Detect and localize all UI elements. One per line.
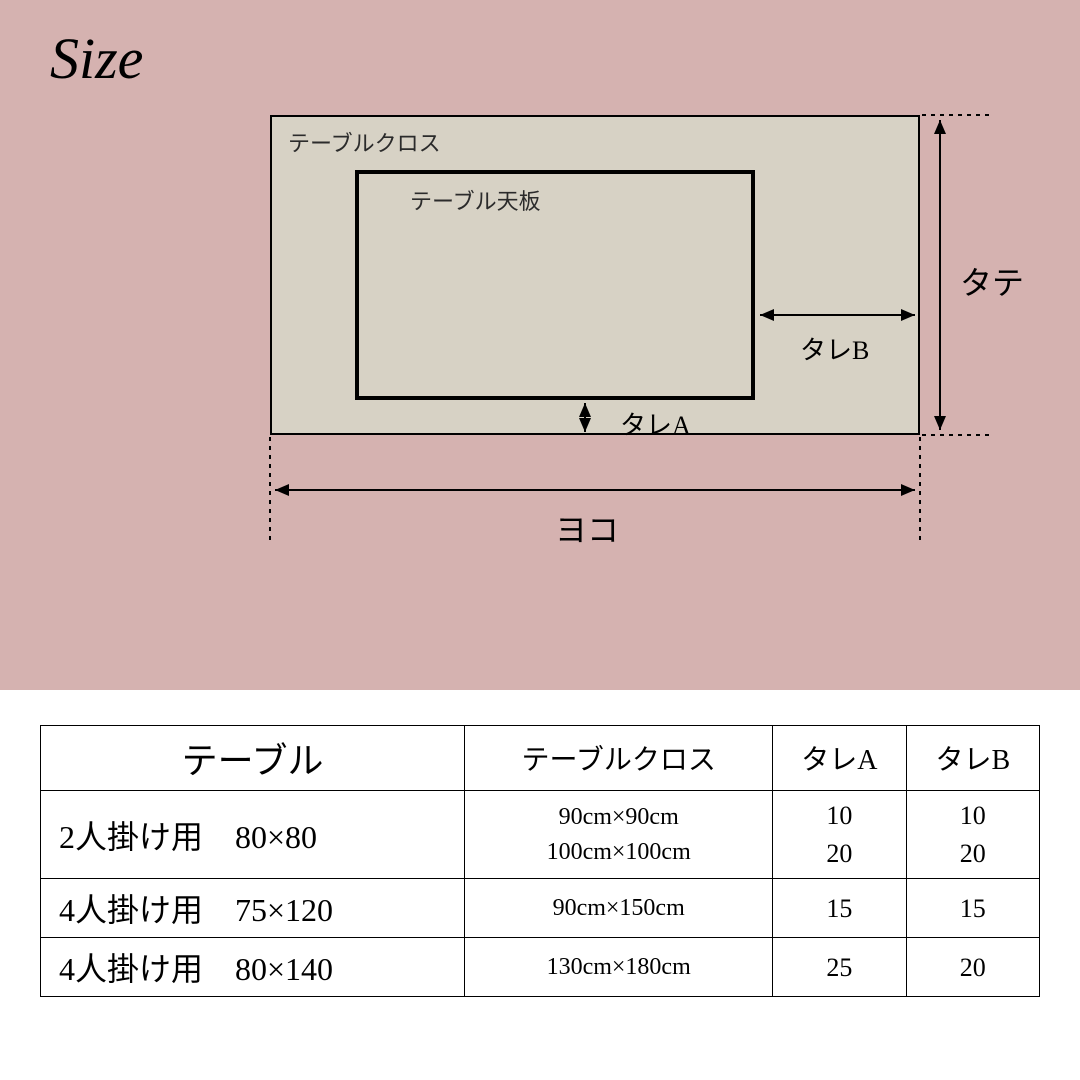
table-header-row: テーブル テーブルクロス タレA タレB bbox=[41, 726, 1040, 791]
cell: 4人掛け用 80×140 bbox=[41, 938, 465, 997]
yoko-label: ヨコ bbox=[555, 505, 619, 551]
size-table: テーブル テーブルクロス タレA タレB 2人掛け用 80×8090cm×90c… bbox=[40, 725, 1040, 997]
tate-label: タテ bbox=[960, 258, 1024, 304]
col-tare-a: タレA bbox=[773, 726, 906, 791]
cell: 20 bbox=[906, 938, 1039, 997]
diagram-panel: Size テーブルクロス テーブル天板 タテ ヨコ タレA タレB bbox=[0, 0, 1080, 690]
cell: 15 bbox=[773, 879, 906, 938]
table-row: 2人掛け用 80×8090cm×90cm100cm×100cm10201020 bbox=[41, 791, 1040, 879]
tare-b-label: タレB bbox=[800, 330, 869, 367]
cell: 15 bbox=[906, 879, 1039, 938]
col-tare-b: タレB bbox=[906, 726, 1039, 791]
cell: 90cm×90cm100cm×100cm bbox=[465, 791, 773, 879]
tabletop-label: テーブル天板 bbox=[410, 184, 541, 216]
cell: 1020 bbox=[906, 791, 1039, 879]
title: Size bbox=[50, 25, 143, 92]
tare-a-label: タレA bbox=[620, 405, 691, 442]
table-row: 4人掛け用 75×12090cm×150cm1515 bbox=[41, 879, 1040, 938]
col-cloth: テーブルクロス bbox=[465, 726, 773, 791]
cell: 25 bbox=[773, 938, 906, 997]
cell: 4人掛け用 75×120 bbox=[41, 879, 465, 938]
cell: 130cm×180cm bbox=[465, 938, 773, 997]
tablecloth-label: テーブルクロス bbox=[288, 126, 441, 158]
col-table: テーブル bbox=[41, 726, 465, 791]
cell: 1020 bbox=[773, 791, 906, 879]
table-row: 4人掛け用 80×140130cm×180cm2520 bbox=[41, 938, 1040, 997]
cell: 2人掛け用 80×80 bbox=[41, 791, 465, 879]
cell: 90cm×150cm bbox=[465, 879, 773, 938]
